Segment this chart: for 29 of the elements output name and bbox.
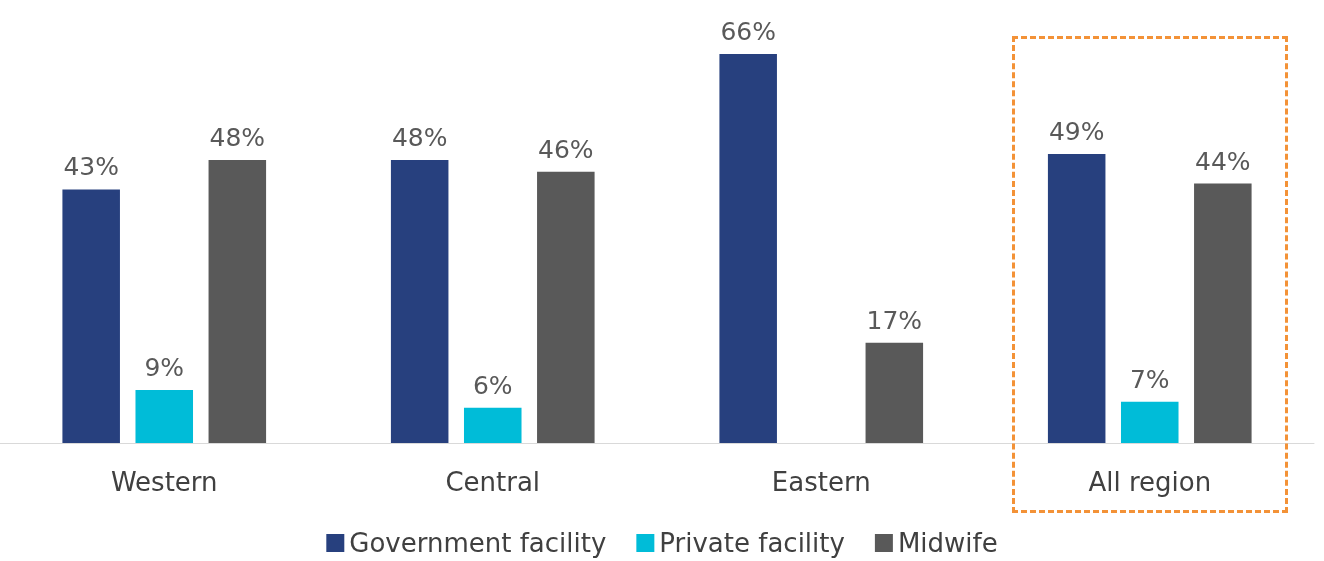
bar <box>463 407 522 443</box>
data-label: 17% <box>866 305 923 335</box>
bar <box>208 160 267 443</box>
x-tick-label: All region <box>1088 467 1212 497</box>
data-label: 66% <box>720 16 776 46</box>
bar <box>62 189 120 443</box>
bar <box>719 53 777 443</box>
bar <box>1120 401 1179 443</box>
x-tick-label: Eastern <box>771 467 871 497</box>
data-label: 49% <box>1048 117 1105 147</box>
bar <box>390 160 449 443</box>
bar <box>135 389 194 443</box>
data-label: 9% <box>144 352 185 382</box>
data-label: 43% <box>63 152 119 182</box>
data-label: 46% <box>538 134 594 164</box>
x-tick-label: Central <box>445 467 541 497</box>
data-label: 48% <box>391 123 448 153</box>
bar <box>1194 183 1252 443</box>
bar <box>537 171 595 443</box>
x-tick-label: Western <box>110 467 218 497</box>
data-label: 7% <box>1129 364 1170 394</box>
data-label: 6% <box>472 370 513 400</box>
data-label: 48% <box>209 123 266 153</box>
legend-label: Midwife <box>897 528 998 558</box>
bar <box>1047 154 1106 443</box>
data-label: 44% <box>1195 146 1251 176</box>
bar <box>865 342 924 443</box>
legend-label: Private facility <box>659 528 845 558</box>
legend-label: Government facility <box>349 528 607 558</box>
